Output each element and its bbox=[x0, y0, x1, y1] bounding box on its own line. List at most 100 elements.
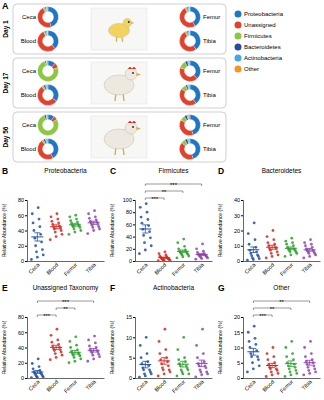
panel-label: B bbox=[2, 166, 8, 176]
y-axis-title: Relative Abundance (%) bbox=[217, 320, 223, 374]
legend-swatch bbox=[235, 11, 242, 18]
point bbox=[138, 376, 141, 378]
point bbox=[313, 367, 316, 370]
point bbox=[143, 373, 146, 376]
point bbox=[148, 368, 151, 371]
error-cap bbox=[142, 233, 148, 234]
y-axis: 010203040 bbox=[234, 197, 244, 264]
error-cap bbox=[307, 365, 313, 366]
point bbox=[57, 221, 60, 224]
point bbox=[284, 240, 287, 243]
point bbox=[56, 328, 59, 331]
donut-slice bbox=[44, 85, 47, 90]
error-cap bbox=[142, 361, 148, 362]
y-tick: 100 bbox=[123, 197, 135, 203]
y-tick: 0 bbox=[237, 258, 243, 264]
error-bar bbox=[290, 361, 291, 366]
x-tick-label: Tibia bbox=[84, 378, 97, 391]
chick-comb bbox=[128, 121, 136, 123]
significance-label: *** bbox=[259, 313, 267, 319]
x-tick: Ceca bbox=[243, 378, 257, 392]
y-tick-mark bbox=[133, 237, 135, 238]
point bbox=[308, 372, 311, 375]
donut-slice bbox=[46, 7, 47, 12]
error-cap bbox=[161, 357, 167, 358]
x-tick: Blood bbox=[261, 378, 275, 393]
y-tick-label: 10 bbox=[234, 345, 240, 351]
photo-frame bbox=[91, 62, 147, 104]
x-axis: CecaBloodFemurTibia bbox=[135, 378, 212, 394]
point bbox=[157, 259, 160, 261]
point bbox=[177, 358, 180, 361]
chart-title: Other bbox=[273, 284, 290, 291]
x-tick: Femur bbox=[171, 378, 187, 394]
y-axis: 020406080100 bbox=[123, 197, 136, 264]
point bbox=[290, 340, 293, 343]
legend-swatch bbox=[235, 55, 242, 62]
error-cap bbox=[53, 349, 59, 350]
mean-line bbox=[177, 251, 189, 252]
donut-label: Ceca bbox=[22, 14, 37, 20]
panel-label: E bbox=[2, 283, 8, 293]
legend-swatch bbox=[235, 22, 242, 29]
donut-label: Ceca bbox=[22, 68, 37, 74]
error-bar bbox=[182, 361, 183, 367]
photo-frame bbox=[91, 8, 147, 50]
point bbox=[246, 259, 249, 261]
point bbox=[36, 256, 39, 259]
donut-slice bbox=[185, 139, 189, 144]
error-cap bbox=[288, 246, 294, 247]
donut-slice bbox=[47, 7, 48, 12]
point bbox=[55, 235, 58, 238]
donut-slice bbox=[186, 85, 189, 90]
donut-slice bbox=[185, 31, 188, 36]
x-tick: Ceca bbox=[135, 261, 149, 275]
y-tick: 20 bbox=[18, 243, 27, 249]
error-cap bbox=[53, 228, 59, 229]
donut-slice bbox=[38, 61, 59, 81]
donut-slice bbox=[45, 85, 47, 90]
axis-line bbox=[133, 318, 136, 379]
point bbox=[49, 358, 52, 361]
marks bbox=[30, 328, 101, 378]
point bbox=[157, 375, 160, 378]
y-tick: 40 bbox=[18, 345, 27, 351]
marks bbox=[138, 202, 209, 261]
panel-label: C bbox=[110, 166, 116, 176]
point bbox=[295, 372, 298, 375]
chart-title: Proteobacteria bbox=[44, 167, 87, 174]
y-tick-mark bbox=[133, 200, 135, 201]
donut-slice bbox=[47, 61, 48, 66]
point bbox=[312, 364, 315, 367]
annotations: ******** bbox=[145, 182, 201, 202]
significance-label: *** bbox=[170, 182, 178, 188]
y-tick-mark bbox=[133, 337, 135, 338]
point bbox=[272, 238, 275, 241]
y-tick-mark bbox=[25, 317, 27, 318]
error-cap bbox=[91, 348, 97, 349]
significance-label: *** bbox=[43, 313, 51, 319]
point bbox=[247, 232, 250, 235]
donut bbox=[37, 139, 58, 160]
point bbox=[253, 221, 256, 224]
point bbox=[33, 229, 36, 232]
y-tick-mark bbox=[241, 261, 243, 262]
day-bracket bbox=[13, 4, 226, 54]
point bbox=[164, 328, 167, 331]
point bbox=[37, 358, 40, 361]
legend-swatch bbox=[235, 33, 242, 40]
point bbox=[61, 233, 64, 236]
y-tick-label: 80 bbox=[18, 197, 24, 203]
y-tick: 40 bbox=[18, 228, 27, 234]
donut-slice bbox=[44, 31, 47, 36]
donut-slice bbox=[179, 143, 193, 160]
point bbox=[270, 371, 273, 374]
donut-slice bbox=[187, 139, 189, 144]
point bbox=[144, 249, 147, 252]
x-tick-label: Blood bbox=[153, 262, 167, 276]
panel: DBacteroidetesRelative Abundance (%)0102… bbox=[217, 166, 321, 277]
x-axis: CecaBloodFemurTibia bbox=[27, 378, 104, 394]
y-tick-mark bbox=[25, 200, 27, 201]
donut-slice bbox=[179, 68, 197, 82]
y-tick-label: 0 bbox=[237, 258, 240, 264]
